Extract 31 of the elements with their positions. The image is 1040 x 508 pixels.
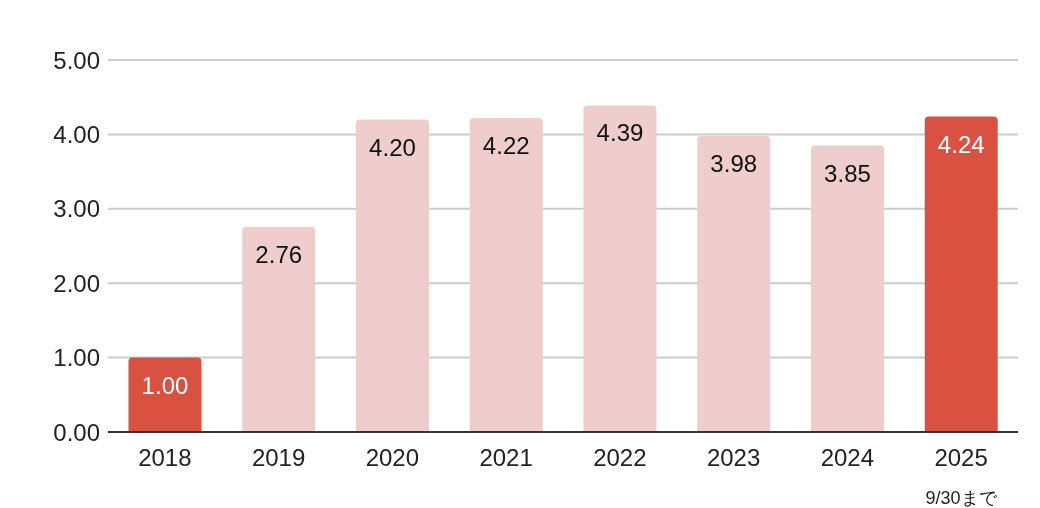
data-label: 1.00 — [141, 371, 189, 399]
bar — [697, 135, 771, 432]
bar — [583, 105, 657, 432]
y-tick-label: 4.00 — [53, 120, 100, 148]
y-tick-label: 5.00 — [53, 46, 100, 74]
x-tick-label: 2018 — [138, 444, 192, 471]
bar — [924, 116, 998, 432]
data-label: 3.98 — [710, 149, 758, 177]
data-label: 4.24 — [937, 130, 985, 158]
bar — [242, 226, 316, 432]
x-tick-label: 2023 — [706, 444, 761, 471]
bar — [810, 145, 884, 432]
y-tick-label: 3.00 — [53, 195, 100, 223]
x-tick-label: 2025 — [934, 444, 988, 471]
data-label: 4.39 — [596, 119, 644, 147]
x-tick-label: 2024 — [820, 444, 875, 471]
x-tick-label: 2022 — [593, 444, 647, 471]
text: 9/30まで — [925, 488, 998, 508]
data-label: 2.76 — [255, 240, 303, 268]
data-label: 3.85 — [824, 159, 871, 187]
y-tick-label: 1.00 — [53, 344, 100, 372]
x-tick-label: 2019 — [251, 444, 306, 471]
x-tick-label: 2020 — [365, 444, 420, 471]
y-tick-label: 0.00 — [53, 418, 100, 446]
bar — [128, 357, 202, 432]
data-label: 4.20 — [369, 133, 416, 161]
bar — [469, 118, 543, 432]
data-label: 4.22 — [482, 132, 530, 160]
y-tick-label: 2.00 — [53, 269, 100, 297]
x-tick-label: 2021 — [479, 444, 533, 471]
bar — [355, 119, 429, 432]
